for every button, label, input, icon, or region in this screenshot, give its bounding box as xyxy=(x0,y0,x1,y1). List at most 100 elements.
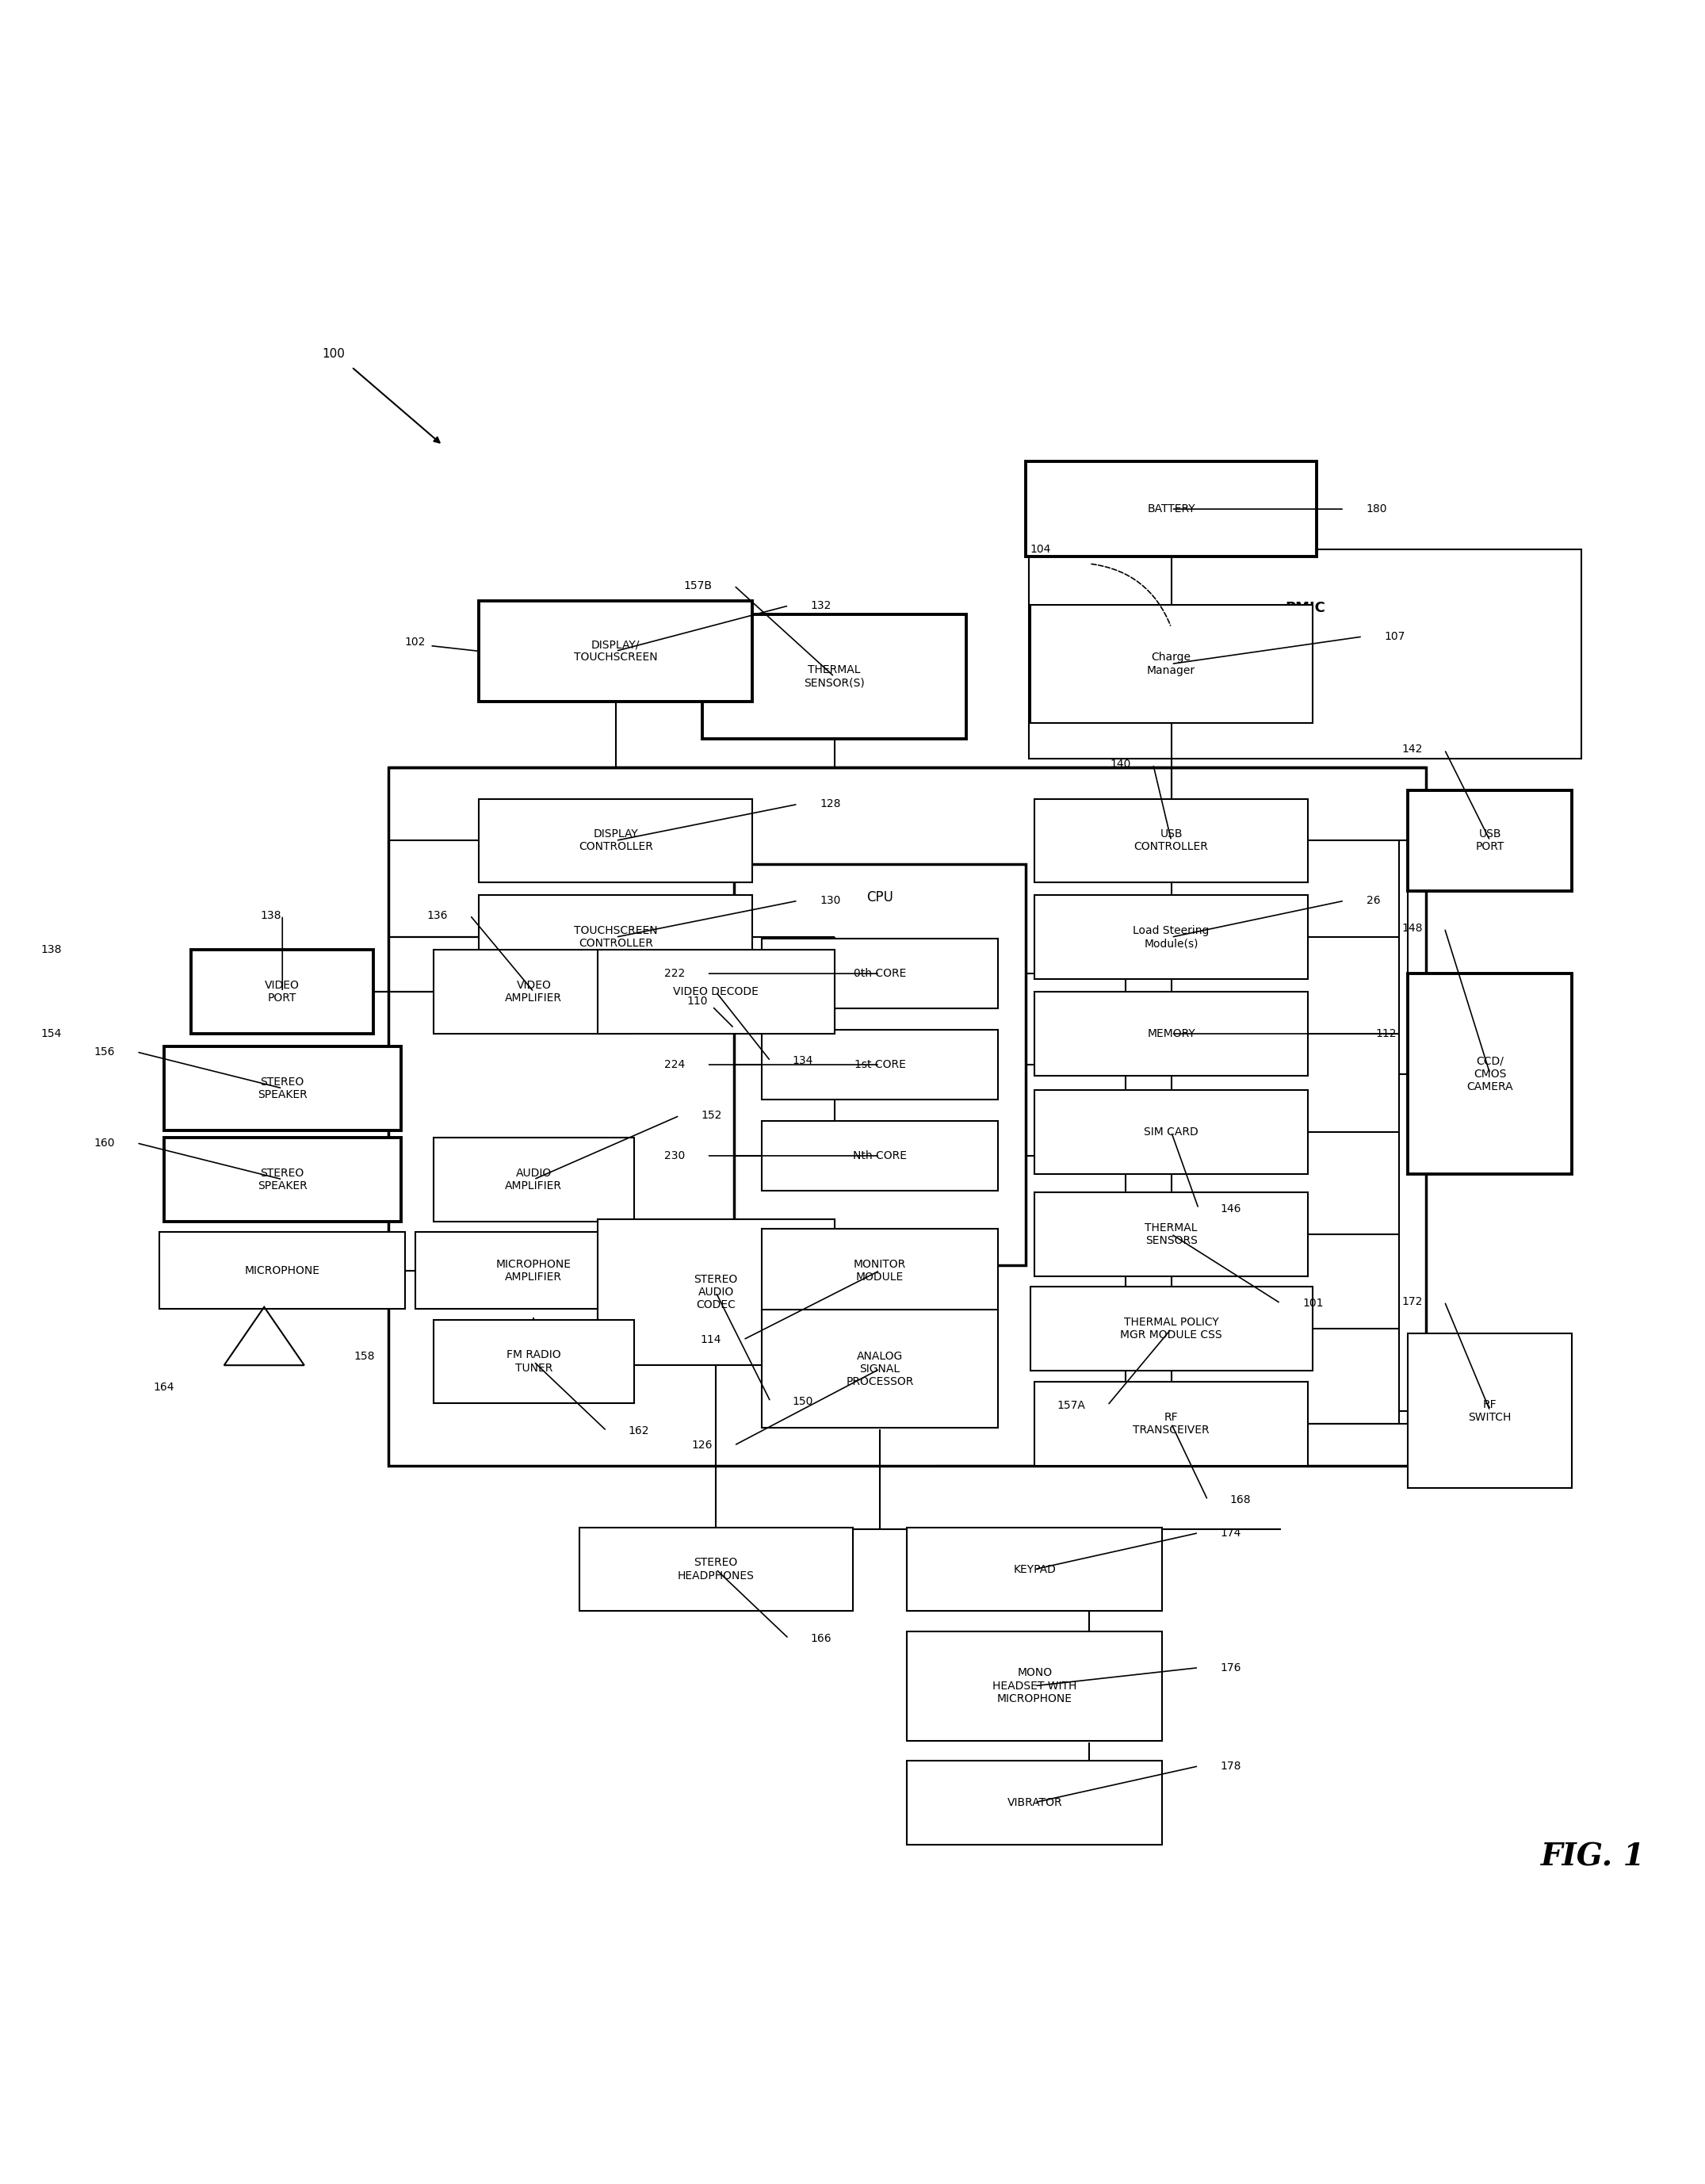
Text: FM RADIO
TUNER: FM RADIO TUNER xyxy=(506,1350,561,1374)
Text: 112: 112 xyxy=(1376,1029,1396,1040)
Text: THERMAL
SENSOR(S): THERMAL SENSOR(S) xyxy=(803,664,864,688)
Text: CPU: CPU xyxy=(866,889,893,904)
Text: MONO
HEADSET WITH
MICROPHONE: MONO HEADSET WITH MICROPHONE xyxy=(992,1666,1078,1704)
Text: MONITOR
MODULE: MONITOR MODULE xyxy=(854,1258,905,1282)
Text: 146: 146 xyxy=(1221,1203,1241,1214)
Text: Nth CORE: Nth CORE xyxy=(852,1151,907,1162)
Text: Load Steering
Module(s): Load Steering Module(s) xyxy=(1134,926,1209,950)
Bar xyxy=(907,1631,1163,1741)
Text: SIM CARD: SIM CARD xyxy=(1144,1127,1199,1138)
Text: 128: 128 xyxy=(820,799,841,810)
Text: ANALOG
SIGNAL
PROCESSOR: ANALOG SIGNAL PROCESSOR xyxy=(846,1350,914,1387)
Text: CCD/
CMOS
CAMERA: CCD/ CMOS CAMERA xyxy=(1466,1055,1514,1092)
Text: USB
PORT: USB PORT xyxy=(1475,828,1504,852)
Bar xyxy=(389,769,1427,1465)
Text: 102: 102 xyxy=(404,636,426,649)
Bar xyxy=(597,950,834,1033)
Bar xyxy=(433,1138,634,1221)
Bar xyxy=(1030,605,1313,723)
Text: 140: 140 xyxy=(1110,758,1130,769)
Text: BATTERY: BATTERY xyxy=(1147,505,1195,515)
Text: DISPLAY/
TOUCHSCREEN: DISPLAY/ TOUCHSCREEN xyxy=(575,640,658,664)
Bar xyxy=(1408,1334,1572,1487)
Bar xyxy=(433,1319,634,1404)
Text: MICROPHONE
AMPLIFIER: MICROPHONE AMPLIFIER xyxy=(496,1258,571,1282)
Bar xyxy=(1035,992,1308,1075)
Text: 110: 110 xyxy=(687,996,708,1007)
Bar xyxy=(1035,895,1308,978)
Text: 126: 126 xyxy=(691,1439,713,1450)
Bar xyxy=(762,1120,997,1190)
Bar xyxy=(597,1219,834,1365)
Text: 164: 164 xyxy=(153,1382,174,1393)
Text: 132: 132 xyxy=(810,601,832,612)
Text: FIG. 1: FIG. 1 xyxy=(1541,1841,1645,1872)
Text: 158: 158 xyxy=(355,1350,375,1361)
Text: 104: 104 xyxy=(1030,544,1050,555)
Text: THERMAL
SENSORS: THERMAL SENSORS xyxy=(1144,1223,1197,1247)
Text: STEREO
HEADPHONES: STEREO HEADPHONES xyxy=(677,1557,754,1581)
Text: 224: 224 xyxy=(665,1059,685,1070)
Text: Charge
Manager: Charge Manager xyxy=(1147,653,1195,675)
Text: 157A: 157A xyxy=(1057,1400,1086,1411)
Text: 136: 136 xyxy=(428,911,448,922)
Bar xyxy=(762,939,997,1009)
Text: 0th CORE: 0th CORE xyxy=(854,968,905,978)
Text: 174: 174 xyxy=(1221,1527,1241,1538)
Text: 148: 148 xyxy=(1402,922,1422,933)
Text: 26: 26 xyxy=(1366,895,1379,906)
Text: VIDEO
AMPLIFIER: VIDEO AMPLIFIER xyxy=(505,981,563,1005)
Text: 138: 138 xyxy=(261,911,281,922)
Text: AUDIO
AMPLIFIER: AUDIO AMPLIFIER xyxy=(505,1168,563,1192)
Bar xyxy=(1030,1286,1313,1372)
Bar xyxy=(479,895,752,978)
Text: 168: 168 xyxy=(1229,1494,1251,1505)
Text: 180: 180 xyxy=(1366,505,1388,515)
Text: MEMORY: MEMORY xyxy=(1147,1029,1195,1040)
Text: RF
SWITCH: RF SWITCH xyxy=(1468,1398,1512,1422)
Bar xyxy=(160,1232,406,1308)
Bar xyxy=(1025,461,1316,557)
Bar xyxy=(164,1138,401,1221)
Text: 154: 154 xyxy=(41,1029,61,1040)
Bar xyxy=(433,950,634,1033)
Text: 176: 176 xyxy=(1221,1662,1241,1673)
Text: 130: 130 xyxy=(820,895,841,906)
Bar xyxy=(1408,791,1572,891)
Text: 101: 101 xyxy=(1303,1297,1323,1308)
Bar xyxy=(762,1310,997,1428)
Text: VIDEO DECODE: VIDEO DECODE xyxy=(673,987,759,998)
Bar xyxy=(479,799,752,882)
Text: THERMAL POLICY
MGR MODULE CSS: THERMAL POLICY MGR MODULE CSS xyxy=(1120,1317,1222,1341)
Text: STEREO
AUDIO
CODEC: STEREO AUDIO CODEC xyxy=(694,1273,738,1310)
Text: 166: 166 xyxy=(810,1634,832,1645)
Bar xyxy=(164,1046,401,1131)
Text: 157B: 157B xyxy=(684,581,713,592)
Text: DISPLAY
CONTROLLER: DISPLAY CONTROLLER xyxy=(578,828,653,852)
Bar xyxy=(416,1232,651,1308)
Bar xyxy=(1035,1192,1308,1275)
Text: VIDEO
PORT: VIDEO PORT xyxy=(264,981,300,1005)
Text: USB
CONTROLLER: USB CONTROLLER xyxy=(1134,828,1209,852)
Text: 230: 230 xyxy=(665,1151,685,1162)
Text: 1st CORE: 1st CORE xyxy=(854,1059,905,1070)
Text: 156: 156 xyxy=(94,1046,114,1057)
Bar xyxy=(191,950,373,1033)
Text: STEREO
SPEAKER: STEREO SPEAKER xyxy=(257,1077,307,1101)
Bar xyxy=(1030,548,1581,758)
Text: 152: 152 xyxy=(701,1109,723,1120)
Text: 138: 138 xyxy=(41,943,61,954)
Text: KEYPAD: KEYPAD xyxy=(1013,1564,1055,1575)
Text: 100: 100 xyxy=(322,347,344,360)
Text: 114: 114 xyxy=(701,1334,721,1345)
Bar xyxy=(762,1230,997,1313)
Text: 150: 150 xyxy=(793,1396,813,1406)
Bar xyxy=(762,1031,997,1099)
Bar xyxy=(1035,1090,1308,1175)
Text: 178: 178 xyxy=(1221,1760,1241,1771)
Bar xyxy=(1035,1382,1308,1465)
Text: STEREO
SPEAKER: STEREO SPEAKER xyxy=(257,1168,307,1192)
Text: 142: 142 xyxy=(1402,745,1422,756)
Text: 172: 172 xyxy=(1402,1295,1422,1306)
Text: 107: 107 xyxy=(1384,631,1405,642)
